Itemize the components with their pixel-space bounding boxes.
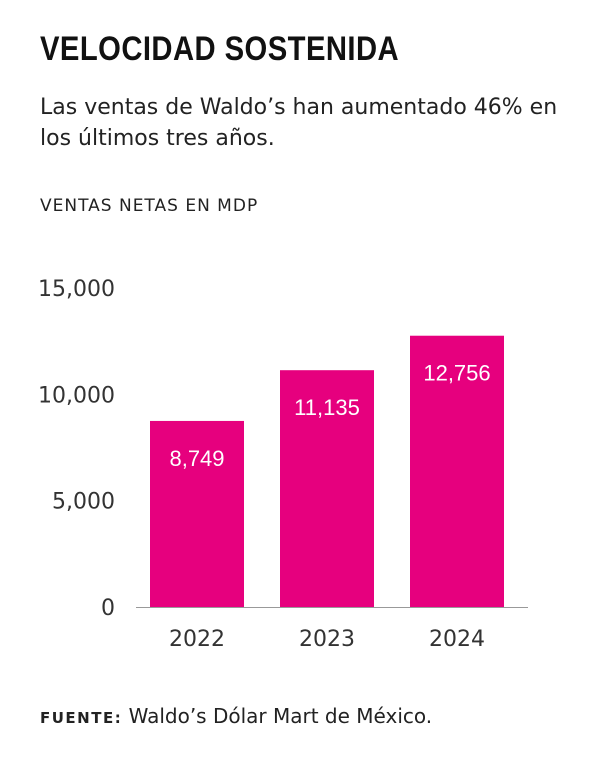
y-tick-label: 15,000 [38,277,115,302]
bar-value-labels: 8,749 11,135 12,756 [169,361,490,471]
y-axis-ticks: 0 5,000 10,000 15,000 [38,277,115,621]
y-tick-label: 5,000 [52,490,115,515]
y-tick-label: 10,000 [38,383,115,408]
x-tick-label: 2023 [299,627,355,652]
bar-2023 [280,370,374,607]
x-tick-label: 2022 [169,627,225,652]
bar-chart: 0 5,000 10,000 15,000 8,749 11,135 12,756 202… [38,277,528,652]
y-axis-label: VENTAS NETAS EN MDP [40,196,259,216]
bar-2022 [150,420,244,607]
bar-value-label: 8,749 [169,446,224,471]
bar-value-label: 12,756 [423,361,490,386]
source-label: FUENTE: [40,709,123,727]
x-axis-ticks: 2022 2023 2024 [169,627,485,652]
x-tick-label: 2024 [429,627,485,652]
chart-subtitle: Las ventas de Waldo’s han aumentado 46% … [40,95,558,151]
bar-value-label: 11,135 [294,395,360,420]
chart-title: VELOCIDAD SOSTENIDA [40,30,400,68]
bars [150,335,504,607]
source-text: Waldo’s Dólar Mart de México. [128,704,433,728]
source-note: FUENTE: Waldo’s Dólar Mart de México. [40,704,432,728]
bar-2024 [410,335,504,607]
y-tick-label: 0 [101,596,115,621]
